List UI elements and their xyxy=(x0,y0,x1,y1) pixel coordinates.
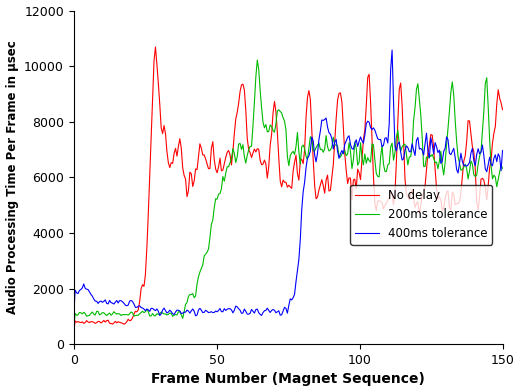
X-axis label: Frame Number (Magnet Sequence): Frame Number (Magnet Sequence) xyxy=(151,372,425,387)
Line: 400ms tolerance: 400ms tolerance xyxy=(74,50,502,316)
No delay xyxy=(72,319,79,323)
No delay xyxy=(152,45,159,49)
200ms tolerance xyxy=(334,144,341,149)
400ms tolerance xyxy=(72,288,79,292)
No delay xyxy=(71,329,77,334)
200ms tolerance xyxy=(327,148,333,152)
200ms tolerance xyxy=(326,149,332,153)
Legend: No delay, 200ms tolerance, 400ms tolerance: No delay, 200ms tolerance, 400ms toleran… xyxy=(350,185,492,245)
400ms tolerance xyxy=(461,163,467,168)
400ms tolerance xyxy=(433,144,439,149)
200ms tolerance xyxy=(72,311,79,316)
400ms tolerance xyxy=(333,137,339,142)
400ms tolerance xyxy=(499,148,505,153)
200ms tolerance xyxy=(499,166,505,171)
200ms tolerance xyxy=(254,58,261,62)
400ms tolerance xyxy=(389,48,395,53)
200ms tolerance xyxy=(433,160,439,165)
400ms tolerance xyxy=(324,125,331,129)
No delay xyxy=(433,186,439,191)
No delay xyxy=(327,188,333,192)
200ms tolerance xyxy=(71,326,77,331)
No delay xyxy=(326,189,332,193)
No delay xyxy=(334,98,341,102)
Line: No delay: No delay xyxy=(74,47,502,332)
400ms tolerance xyxy=(326,131,332,135)
Y-axis label: Audio Processing Time Per Frame in μsec: Audio Processing Time Per Frame in μsec xyxy=(6,40,19,314)
200ms tolerance xyxy=(461,165,467,170)
Line: 200ms tolerance: 200ms tolerance xyxy=(74,60,502,328)
No delay xyxy=(461,159,467,163)
No delay xyxy=(499,107,505,112)
400ms tolerance xyxy=(71,314,77,319)
